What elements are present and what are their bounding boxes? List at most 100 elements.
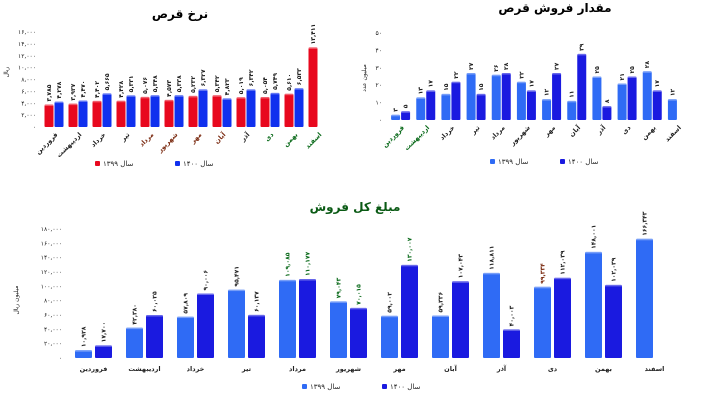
bar-qty-s1 — [652, 90, 662, 120]
bar-total-s1 — [146, 314, 163, 358]
y-tick-label: ۴۰ — [376, 47, 382, 54]
bar-rate-s1 — [174, 95, 184, 127]
y-tick-label: ۸,۰۰۰ — [21, 77, 36, 84]
chart-total: مبلغ کل فروش میلیون ریال ۰ ۲۰,۰۰۰ ۴۰,۰۰۰ ۶۰,۰… — [13, 200, 664, 391]
chart-title: نرخ قرص — [152, 7, 208, 21]
bar-highlight — [174, 95, 184, 97]
x-tick-label: تیر — [119, 131, 132, 144]
legend-swatch — [490, 159, 495, 164]
bar-total-s1 — [503, 329, 520, 358]
x-tick-label: خرداد — [438, 124, 456, 142]
bar-total-s1 — [95, 345, 112, 358]
bar-total-s0 — [279, 279, 296, 358]
y-tick-label: ۶۰,۰۰۰ — [44, 312, 62, 319]
bar-total-s0 — [330, 301, 347, 358]
x-tick-label: بهمن — [282, 131, 300, 149]
data-label: ۱۱۲,۰۳۹ — [560, 250, 567, 275]
bar-highlight — [126, 95, 136, 97]
bar-highlight — [592, 76, 602, 78]
y-tick-label: ۲۰,۰۰۰ — [44, 341, 62, 348]
bar-rate-s0 — [164, 99, 174, 127]
data-label: ۳ — [393, 108, 400, 112]
bar-highlight — [68, 103, 78, 106]
x-tick-label: اسفند — [663, 124, 683, 144]
bar-rate-s0 — [260, 96, 270, 127]
bar-highlight — [197, 293, 214, 295]
data-label: ۱۱۰,۱۷۷ — [305, 251, 312, 276]
x-tick-label: بهمن — [595, 365, 612, 373]
data-label: ۴۲,۳۸۰ — [132, 304, 139, 325]
data-label: ۱۵ — [478, 83, 485, 91]
x-tick-label: دی — [263, 130, 276, 143]
bar-highlight — [451, 81, 461, 84]
data-label: ۱۷,۷۰۰ — [101, 322, 108, 343]
bar-total-s0 — [126, 327, 143, 358]
bar-total-s0 — [534, 286, 551, 358]
legend-label: سال ۱۴۰۰ — [183, 160, 213, 168]
legend-label: سال ۱۳۹۹ — [498, 158, 528, 166]
x-tick-label: شهریور — [335, 365, 361, 373]
bar-highlight — [642, 71, 652, 73]
y-tick-label: ۱۰ — [376, 100, 382, 107]
bar-highlight — [401, 111, 411, 113]
y-tick-label: ۱۲,۰۰۰ — [18, 53, 36, 60]
bar-qty-s0 — [466, 73, 476, 120]
x-tick-label: فروردین — [381, 124, 406, 149]
bar-highlight — [150, 95, 160, 97]
bar-highlight — [401, 264, 418, 267]
bar-highlight — [554, 277, 571, 280]
bar-highlight — [299, 279, 316, 281]
bar-highlight — [441, 93, 451, 96]
data-label: ۲۵ — [594, 66, 601, 74]
data-label: ۶,۳۴۲ — [248, 69, 255, 86]
bar-total-s0 — [432, 315, 449, 358]
bar-rate-s0 — [188, 95, 198, 127]
bar-highlight — [652, 90, 662, 92]
data-label: ۴,۵۷۳ — [166, 80, 173, 97]
data-label: ۵۹,۳۳۶ — [438, 292, 445, 313]
bar-highlight — [212, 95, 222, 97]
bar-qty-s0 — [667, 99, 677, 120]
bar-highlight — [491, 74, 501, 77]
bar-highlight — [198, 89, 208, 91]
bar-rate-s1 — [102, 93, 112, 127]
bar-highlight — [140, 96, 150, 99]
bar-highlight — [78, 100, 88, 102]
data-label: ۸ — [604, 99, 611, 103]
y-tick-label: ۱۰,۰۰۰ — [18, 65, 36, 72]
bar-highlight — [279, 279, 296, 282]
bar-highlight — [330, 301, 347, 303]
bar-qty-s1 — [426, 90, 436, 120]
x-tick-label: مرداد — [489, 124, 507, 142]
data-label: ۱۰۷,۰۴۳ — [458, 254, 465, 279]
bar-rate-s0 — [92, 100, 102, 127]
data-label: ۵,۲۳۲ — [190, 76, 197, 93]
bar-highlight — [552, 73, 562, 75]
bar-rate-s1 — [54, 101, 64, 127]
bar-highlight — [476, 93, 486, 96]
bar-highlight — [391, 114, 401, 117]
x-tick-label: آذر — [496, 364, 507, 373]
bar-rate-s0 — [284, 93, 294, 127]
bar-highlight — [260, 96, 270, 99]
bar-qty-s1 — [401, 111, 411, 120]
legend-swatch — [560, 159, 565, 164]
data-label: ۱۰,۹۲۸ — [81, 326, 88, 347]
data-label: ۱۵ — [443, 83, 450, 91]
x-tick-label: اردیبهشت — [403, 124, 431, 152]
data-label: ۶,۵۳۳ — [296, 68, 303, 85]
data-label: ۱۳۰,۰۰۷ — [407, 237, 414, 262]
bar-total-s1 — [452, 281, 469, 358]
bar-highlight — [516, 81, 526, 84]
data-label: ۵ — [403, 104, 410, 108]
x-tick-label: تیر — [241, 365, 251, 373]
x-tick-label: شهریور — [508, 124, 532, 148]
data-label: ۲۷ — [468, 62, 475, 70]
y-tick-label: ۱۶۰,۰۰۰ — [41, 240, 62, 247]
data-label: ۵,۳۳۱ — [128, 75, 135, 92]
bar-highlight — [188, 95, 198, 98]
y-tick-label: ۰ — [59, 355, 62, 362]
data-label: ۵,۶۱۰ — [286, 74, 293, 91]
data-label: ۵,۳۴۲ — [214, 75, 221, 92]
